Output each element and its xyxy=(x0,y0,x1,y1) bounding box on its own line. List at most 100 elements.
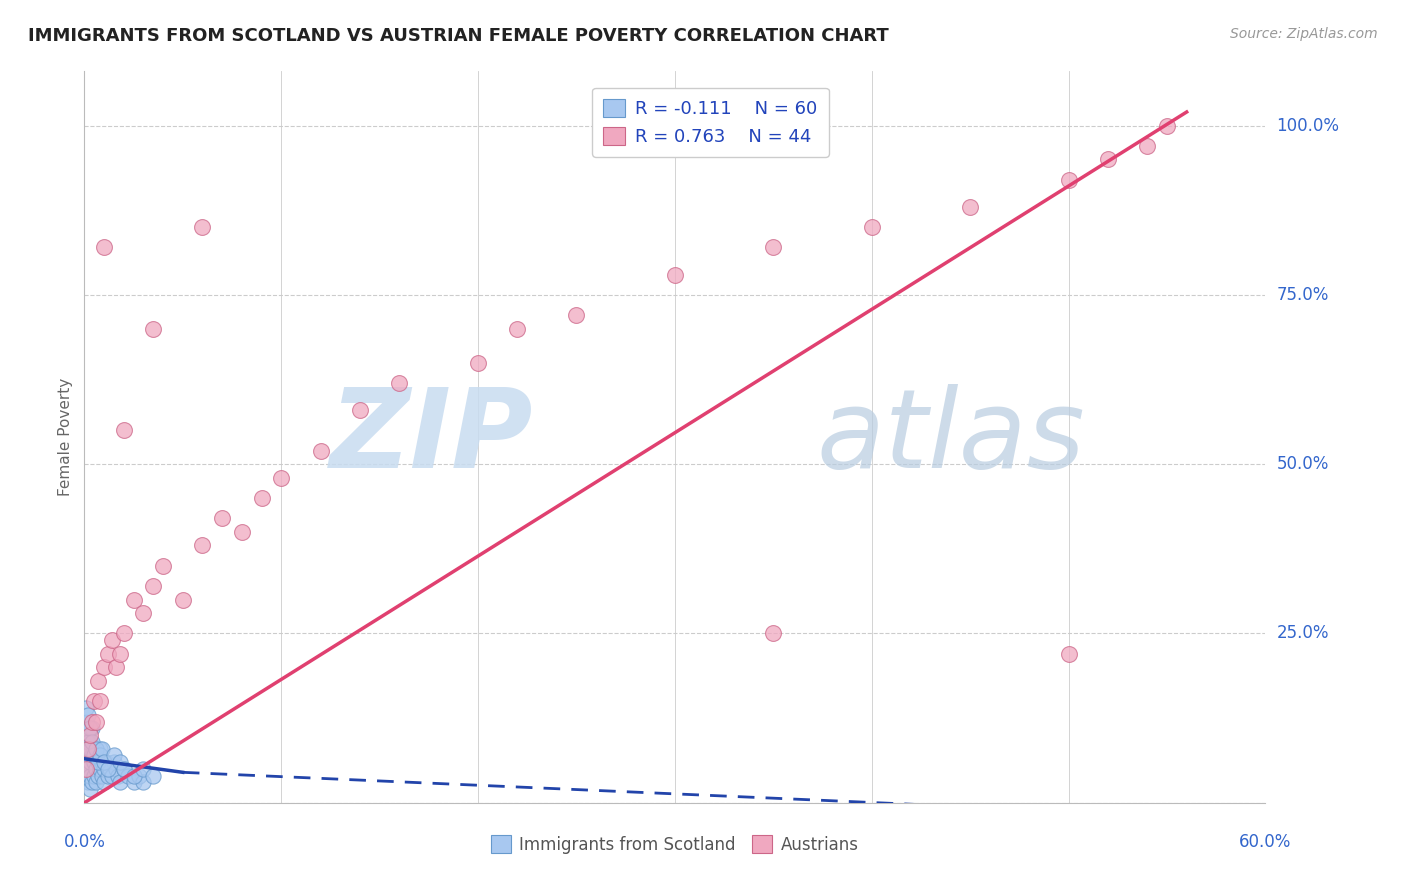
Point xyxy=(112,626,135,640)
Point xyxy=(83,741,105,756)
Point xyxy=(108,647,131,661)
Point xyxy=(94,755,117,769)
Text: 0.0%: 0.0% xyxy=(63,833,105,851)
Point xyxy=(860,220,883,235)
Point xyxy=(112,762,135,776)
Point xyxy=(89,762,111,776)
Point xyxy=(132,775,155,789)
Point xyxy=(75,762,97,776)
Text: 25.0%: 25.0% xyxy=(1277,624,1329,642)
Point xyxy=(122,769,145,783)
Point xyxy=(89,748,111,763)
Point xyxy=(349,403,371,417)
Point xyxy=(107,769,129,783)
Point xyxy=(142,322,165,336)
Point xyxy=(84,775,107,789)
Text: IMMIGRANTS FROM SCOTLAND VS AUSTRIAN FEMALE POVERTY CORRELATION CHART: IMMIGRANTS FROM SCOTLAND VS AUSTRIAN FEM… xyxy=(28,27,889,45)
Text: Source: ZipAtlas.com: Source: ZipAtlas.com xyxy=(1230,27,1378,41)
Point xyxy=(75,701,97,715)
Point xyxy=(84,762,107,776)
Legend: Immigrants from Scotland, Austrians: Immigrants from Scotland, Austrians xyxy=(484,829,866,860)
Point xyxy=(664,268,686,282)
Point xyxy=(1097,153,1119,167)
Point xyxy=(77,728,100,742)
Point xyxy=(1057,172,1080,186)
Point xyxy=(79,782,101,797)
Point xyxy=(93,240,115,254)
Point xyxy=(191,220,214,235)
Text: 75.0%: 75.0% xyxy=(1277,285,1329,304)
Point xyxy=(211,511,233,525)
Y-axis label: Female Poverty: Female Poverty xyxy=(58,378,73,496)
Point xyxy=(122,592,145,607)
Point xyxy=(77,741,100,756)
Point xyxy=(79,728,101,742)
Point xyxy=(104,762,127,776)
Point xyxy=(77,748,100,763)
Point xyxy=(93,660,115,674)
Point xyxy=(122,775,145,789)
Point xyxy=(117,769,139,783)
Point xyxy=(108,775,131,789)
Point xyxy=(231,524,253,539)
Point xyxy=(959,200,981,214)
Point xyxy=(89,741,111,756)
Point xyxy=(112,423,135,437)
Point xyxy=(79,741,101,756)
Point xyxy=(93,762,115,776)
Point xyxy=(82,735,104,749)
Point xyxy=(103,748,125,763)
Point xyxy=(565,308,588,322)
Point xyxy=(87,748,110,763)
Point xyxy=(75,741,97,756)
Point xyxy=(762,626,785,640)
Text: 60.0%: 60.0% xyxy=(1239,833,1292,851)
Point xyxy=(97,647,120,661)
Point xyxy=(101,769,124,783)
Point xyxy=(84,714,107,729)
Point xyxy=(87,673,110,688)
Point xyxy=(97,762,120,776)
Point xyxy=(98,762,121,776)
Point xyxy=(83,769,105,783)
Point xyxy=(132,606,155,620)
Point xyxy=(83,694,105,708)
Point xyxy=(79,769,101,783)
Text: atlas: atlas xyxy=(817,384,1085,491)
Point xyxy=(75,714,97,729)
Text: ZIP: ZIP xyxy=(329,384,533,491)
Point xyxy=(83,755,105,769)
Point xyxy=(83,748,105,763)
Point xyxy=(82,748,104,763)
Point xyxy=(103,755,125,769)
Point xyxy=(77,707,100,722)
Point xyxy=(112,762,135,776)
Point xyxy=(142,769,165,783)
Point xyxy=(128,769,150,783)
Point xyxy=(75,769,97,783)
Point xyxy=(309,443,332,458)
Point xyxy=(467,355,489,369)
Point xyxy=(91,769,114,783)
Point xyxy=(1136,139,1159,153)
Point xyxy=(270,471,292,485)
Point xyxy=(172,592,194,607)
Point xyxy=(191,538,214,552)
Point xyxy=(93,775,115,789)
Point xyxy=(104,660,127,674)
Point xyxy=(152,558,174,573)
Point xyxy=(77,735,100,749)
Point xyxy=(79,721,101,735)
Point xyxy=(250,491,273,505)
Point xyxy=(79,755,101,769)
Text: 100.0%: 100.0% xyxy=(1277,117,1340,135)
Point xyxy=(108,755,131,769)
Point xyxy=(101,633,124,648)
Point xyxy=(89,694,111,708)
Point xyxy=(79,735,101,749)
Point xyxy=(77,775,100,789)
Point xyxy=(77,762,100,776)
Point xyxy=(91,755,114,769)
Point xyxy=(87,769,110,783)
Point xyxy=(82,721,104,735)
